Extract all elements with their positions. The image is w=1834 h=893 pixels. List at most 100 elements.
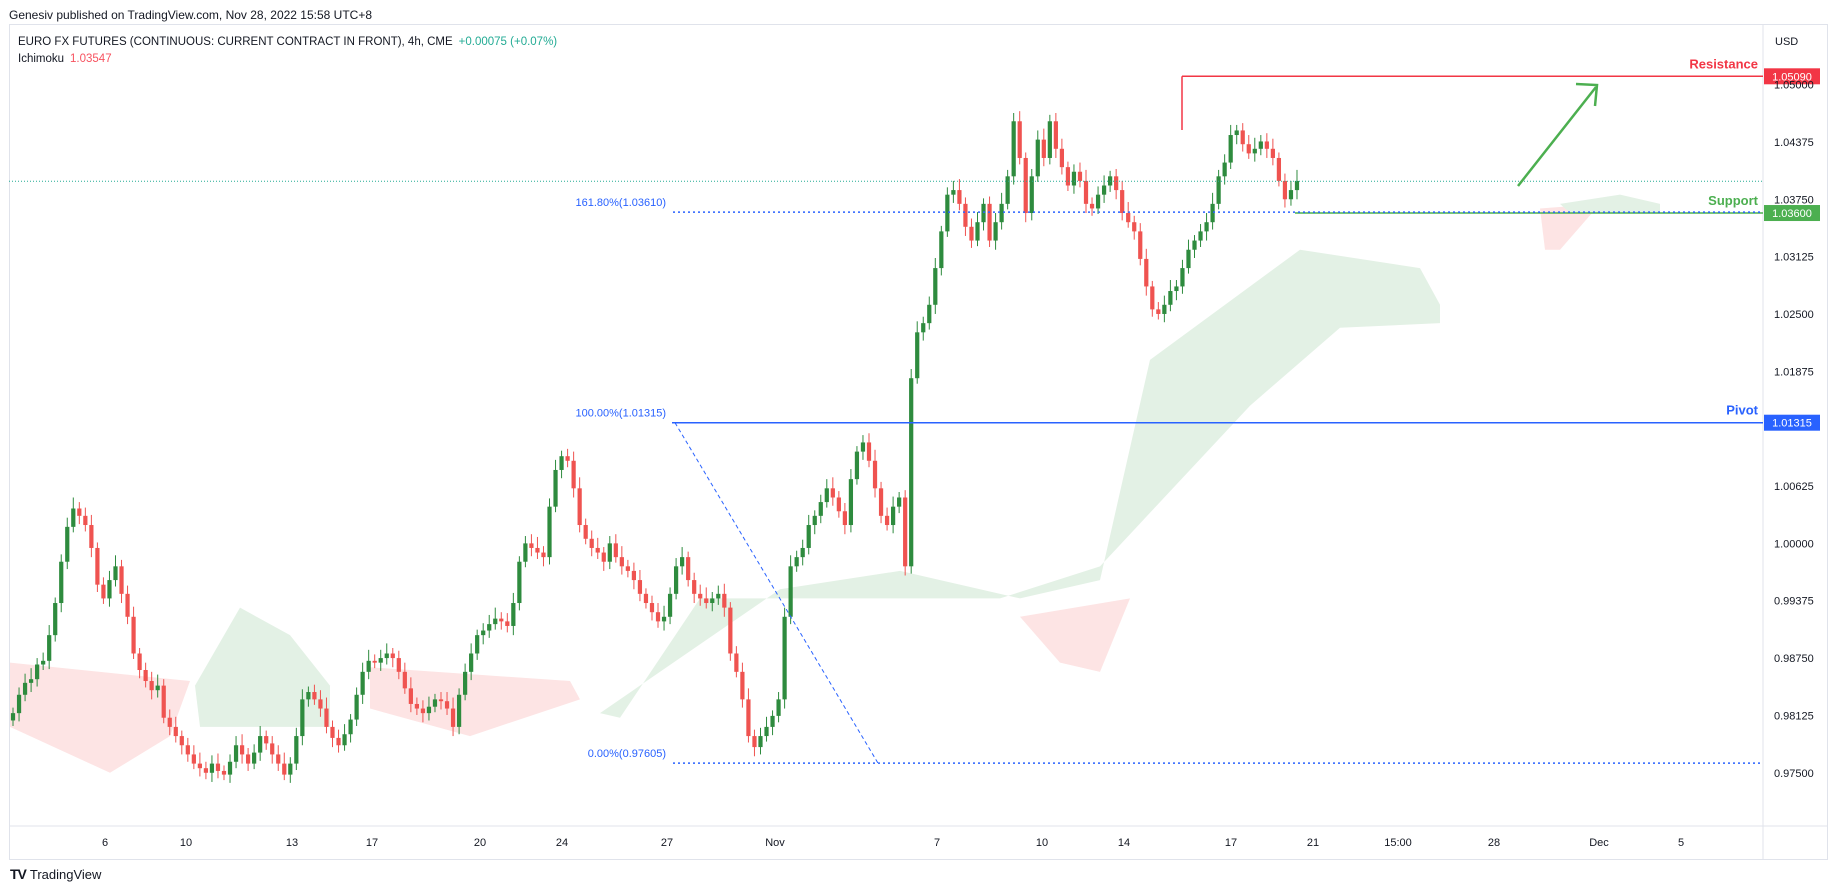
candle-body [41,660,46,665]
candle-body [963,203,968,227]
x-tick-label: Dec [1589,837,1609,849]
candle-body [203,768,209,773]
candle-body [505,621,510,626]
candle-body [493,618,498,625]
candle-body [107,580,112,599]
candle-body [1071,171,1077,186]
candle-body [1168,291,1173,305]
candle-body [631,570,637,581]
candle-body [487,624,492,631]
x-tick-label: 14 [1118,837,1130,849]
candle-body [252,752,257,764]
candle-body [740,671,745,700]
y-tick-label: 1.02500 [1774,309,1814,321]
candle-body [830,488,835,498]
x-tick-label: 5 [1678,837,1684,849]
candle-body [782,616,787,700]
candle-body [824,488,829,503]
candle-body [402,671,407,689]
candle-body [872,460,878,489]
candle-body [1089,203,1095,209]
candle-body [999,203,1004,223]
candle-body [481,630,486,636]
candle-body [1270,148,1275,158]
candle-body [324,708,329,727]
symbol-legend[interactable]: EURO FX FUTURES (CONTINUOUS: CURRENT CON… [18,36,557,48]
y-tick-label: 1.00625 [1774,481,1814,493]
candle-body [1204,222,1209,232]
candle-body [354,694,359,720]
candle-body [77,508,82,516]
candle-body [239,745,245,755]
candle-body [179,736,184,746]
y-tick-label: 1.01875 [1774,366,1814,378]
candle-body [860,442,866,452]
candle-body [945,194,950,232]
x-tick-label: 21 [1307,837,1319,849]
x-tick-label: 10 [180,837,192,849]
candle-body [1198,231,1203,241]
candle-body [1101,185,1107,195]
x-tick-label: 15:00 [1384,837,1412,849]
candle-body [607,543,612,562]
candle-body [1095,194,1101,209]
candle-body [366,660,371,672]
level-label-resistance: Resistance [1689,56,1758,71]
currency-label: USD [1775,36,1798,48]
candle-body [667,593,673,617]
candle-body [583,525,588,539]
candle-body [1126,213,1131,223]
candle-body [1222,162,1227,177]
candle-body [686,557,691,581]
candle-body [1276,157,1282,181]
tradingview-footer[interactable]: TV TradingView [10,866,101,882]
axes: 1.05000 1.04375 1.03750 1.03125 1.02500 1.018… [102,80,1814,849]
candle-body [1011,121,1016,177]
x-tick-label: 6 [102,837,108,849]
candle-body [1023,157,1028,214]
y-tick-label: 1.03750 [1774,194,1814,206]
candle-body [318,699,323,709]
candle-body [137,653,142,671]
candle-body [1053,121,1058,149]
candle-body [728,607,733,654]
candle-body [878,488,884,516]
candle-body [637,580,643,594]
candle-body [517,561,522,604]
candle-body [625,566,630,571]
candle-body [848,479,854,526]
candle-body [167,717,172,727]
candle-body [541,552,546,558]
candle-body [270,743,275,755]
candle-body [185,745,190,755]
chart-frame [9,24,1828,860]
candle-body [1041,139,1046,158]
y-tick-label: 1.04375 [1774,137,1814,149]
candle-body [836,497,841,512]
candle-body [1246,144,1251,154]
candle-body [71,508,76,527]
candle-body [770,715,775,727]
candle-body [475,635,480,654]
candle-body [1059,148,1065,168]
indicator-legend[interactable]: Ichimoku 1.03547 [18,53,112,65]
tradingview-logo-icon: TV [10,866,27,882]
candle-body [197,763,202,769]
candle-body [463,671,468,695]
candle-body [571,460,576,489]
candle-body [1234,130,1239,136]
projection-arrow-icon [1517,86,1597,187]
candle-body [1083,180,1089,204]
candle-body [408,688,413,704]
candle-body [306,692,311,700]
candle-body [330,726,335,738]
candle-body [378,658,383,663]
y-tick-label: 1.03125 [1774,252,1814,264]
candle-body [426,706,432,714]
candle-body [655,612,661,622]
y-tick-label: 1.05000 [1774,80,1814,92]
candle-body [360,671,365,695]
candle-body [547,506,552,558]
level-label-support: Support [1708,193,1758,208]
